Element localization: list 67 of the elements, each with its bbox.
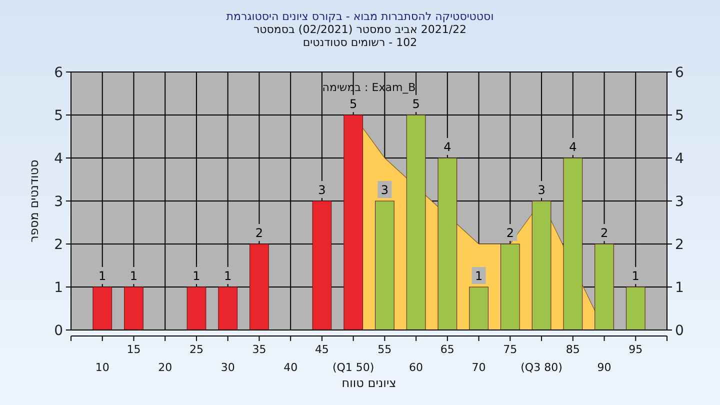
data-label: 3 — [538, 183, 546, 197]
bar — [532, 200, 552, 330]
x-tick-label: 30 — [220, 361, 235, 374]
y-tick-label: 6 — [54, 65, 64, 81]
y-tick-label: 2 — [54, 237, 63, 253]
x-tick-label: 90 — [597, 361, 612, 374]
data-label: 3 — [380, 183, 389, 197]
data-label: 4 — [444, 140, 452, 154]
bar — [250, 244, 269, 330]
bar — [124, 286, 144, 330]
data-label: 1 — [98, 269, 106, 283]
x-tick-label: 25 — [189, 343, 204, 356]
bar — [375, 200, 394, 330]
x-tick-label: (Q3 80) — [520, 361, 562, 374]
bar — [406, 114, 426, 330]
x-tick-label: 75 — [503, 343, 518, 356]
x-tick-label: 40 — [284, 361, 298, 374]
data-label: 5 — [349, 97, 358, 111]
data-label: 4 — [569, 140, 577, 154]
x-tick-label: 70 — [472, 361, 486, 374]
y-axis-title: מספר סטודנטים — [27, 159, 41, 242]
x-tick-label: 60 — [409, 361, 424, 374]
x-tick-label: 35 — [252, 343, 266, 356]
bar — [500, 244, 520, 330]
x-tick-label: (Q1 50) — [332, 361, 374, 374]
y2-tick-label: 2 — [675, 237, 684, 253]
data-label: 1 — [130, 269, 138, 283]
y2-tick-label: 3 — [675, 194, 684, 210]
data-label: 1 — [474, 269, 483, 283]
data-label: 1 — [192, 269, 200, 283]
y2-tick-label: 4 — [675, 151, 684, 167]
x-tick-label: 55 — [378, 343, 392, 356]
x-tick-label: 65 — [440, 343, 454, 356]
bar — [92, 286, 112, 330]
bar — [469, 286, 488, 330]
bar — [626, 286, 646, 330]
bar — [312, 200, 332, 330]
y2-tick-label: 1 — [675, 280, 684, 296]
data-label: 2 — [600, 226, 608, 240]
x-tick-label: 20 — [158, 361, 172, 374]
data-label: 1 — [224, 269, 232, 283]
y-tick-label: 5 — [54, 108, 63, 124]
y2-tick-label: 6 — [675, 65, 684, 81]
x-tick-label: 45 — [314, 343, 329, 356]
x-tick-label: 95 — [628, 343, 643, 356]
y-tick-label: 0 — [54, 323, 63, 339]
bar — [563, 158, 583, 330]
y2-tick-label: 5 — [675, 108, 684, 124]
y2-tick-label: 0 — [675, 323, 684, 339]
y-tick-label: 3 — [54, 194, 63, 210]
bar — [218, 286, 238, 330]
y-tick-label: 1 — [54, 280, 63, 296]
bar — [438, 158, 458, 330]
data-label: 5 — [412, 97, 420, 111]
x-tick-label: 10 — [95, 361, 110, 374]
x-axis-title: טווח ציונים — [342, 376, 396, 390]
bar — [344, 114, 363, 330]
chart-title: היסטוגרמת ציונים בקורס - מבוא להסתברות וסטטיסטיקה — [226, 10, 494, 23]
x-tick-label: 15 — [126, 343, 141, 356]
data-label: 1 — [632, 269, 640, 283]
bar — [594, 244, 614, 330]
data-label: 3 — [318, 183, 326, 197]
bar — [186, 286, 206, 330]
data-label: 2 — [255, 226, 264, 240]
x-tick-label: 85 — [566, 343, 580, 356]
y-tick-label: 4 — [54, 151, 64, 167]
data-label: 2 — [506, 226, 514, 240]
